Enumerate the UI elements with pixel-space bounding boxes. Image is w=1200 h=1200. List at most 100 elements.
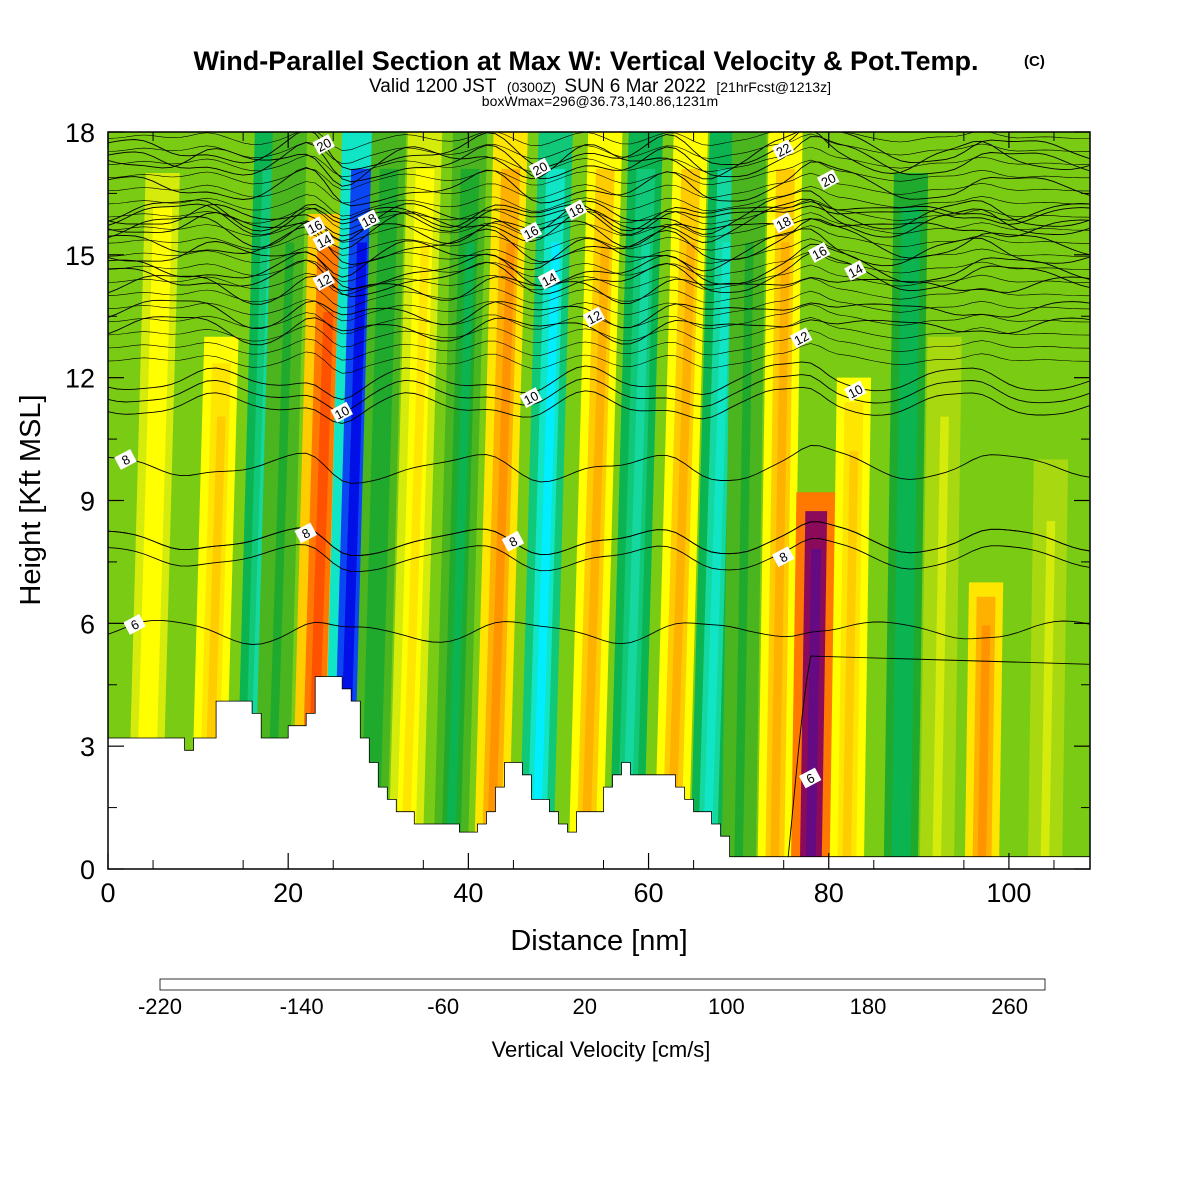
theta-contour-line	[108, 521, 1090, 556]
chart-title: Wind-Parallel Section at Max W: Vertical…	[194, 46, 979, 76]
svg-text:12: 12	[584, 307, 604, 327]
theta-contour-line	[108, 228, 1090, 278]
x-tick-label: 40	[453, 878, 483, 908]
svg-text:16: 16	[305, 217, 325, 237]
theta-contour-line	[108, 538, 1090, 573]
theta-contour-line	[108, 264, 1090, 296]
theta-contour-line	[108, 251, 1090, 282]
contour-label: 8	[771, 546, 795, 568]
svg-text:12: 12	[314, 271, 334, 291]
theta-contour-line	[108, 218, 1090, 266]
contour-label: 6	[798, 767, 822, 789]
velocity-band-peak	[364, 242, 394, 857]
theta-contour-line	[108, 199, 1090, 230]
colorbar-tick-label: 100	[708, 994, 745, 1019]
svg-text:10: 10	[332, 403, 352, 423]
contour-label: 8	[114, 449, 137, 470]
svg-text:20: 20	[530, 159, 550, 179]
velocity-band-peak	[770, 242, 790, 857]
velocity-band-peak	[666, 242, 696, 857]
theta-contour-line	[108, 136, 1090, 183]
colorbar-tick-label: 20	[573, 994, 597, 1019]
theta-contour-line	[787, 655, 1090, 857]
svg-text:12: 12	[792, 328, 812, 348]
contour-label: 12	[789, 327, 813, 348]
svg-text:22: 22	[774, 140, 794, 160]
theta-contour-line	[108, 199, 1090, 232]
svg-text:16: 16	[810, 243, 830, 263]
colorbar-tick-label: -140	[280, 994, 324, 1019]
velocity-band-peak	[842, 451, 859, 857]
contour-label: 16	[303, 216, 326, 237]
svg-text:10: 10	[521, 388, 541, 408]
theta-contour-line	[108, 361, 1090, 400]
theta-contour-line	[108, 277, 1090, 309]
contour-label: 10	[519, 387, 543, 408]
svg-text:20: 20	[314, 135, 334, 155]
contour-label: 20	[312, 134, 335, 155]
contour-label: 8	[294, 522, 317, 544]
colorbar-title: Vertical Velocity [cm/s]	[492, 1037, 711, 1062]
contour-label: 18	[564, 199, 588, 220]
theta-contour-line	[108, 198, 1090, 250]
x-tick-label: 60	[634, 878, 664, 908]
contour-label: 14	[844, 260, 867, 281]
theta-contour-line	[108, 132, 1090, 171]
velocity-band-peak	[1040, 520, 1056, 857]
colorbar-tick-label: -60	[427, 994, 459, 1019]
theta-contour-line	[108, 316, 1090, 348]
svg-text:10: 10	[846, 381, 866, 401]
colorbar-tick-label: 180	[850, 994, 887, 1019]
subtitle-forecast: [21hrFcst@1213z]	[716, 79, 831, 95]
copyright-mark: (C)	[1024, 53, 1045, 70]
theta-contour-line	[108, 619, 1090, 645]
contour-label: 20	[528, 157, 552, 179]
y-tick-label: 3	[80, 732, 95, 762]
velocity-band-peak	[977, 625, 991, 857]
theta-contours	[108, 132, 1090, 857]
theta-contour-line	[108, 316, 1090, 346]
theta-contour-line	[108, 216, 1090, 248]
contour-label: 10	[330, 401, 353, 423]
theta-contour-line	[108, 343, 1090, 374]
velocity-band-peak	[139, 277, 168, 857]
contour-label: 14	[537, 268, 561, 290]
contour-label: 22	[771, 139, 795, 160]
x-tick-label: 0	[100, 878, 115, 908]
contour-label: 16	[519, 221, 543, 243]
theta-contour-line	[108, 190, 1090, 242]
colorbar-tick-label: 260	[991, 994, 1028, 1019]
axis-ticks: 0 20 40 60 80 100 0 3 6 9 12 15 18	[65, 118, 1090, 908]
y-tick-label: 18	[65, 118, 95, 148]
theta-contour-line	[108, 161, 1090, 207]
velocity-band-peak	[265, 242, 295, 857]
contour-label: 20	[816, 169, 840, 190]
contour-label: 10	[844, 380, 867, 401]
theta-contour-line	[108, 172, 1090, 204]
velocity-band-peak	[896, 277, 916, 857]
theta-contour-line	[108, 386, 1090, 424]
theta-contour-line	[108, 212, 1090, 243]
contour-label: 6	[123, 614, 146, 635]
theta-contour-line	[108, 133, 1090, 165]
y-tick-label: 15	[65, 241, 95, 271]
theta-contour-line	[108, 330, 1090, 361]
contour-label: 18	[771, 212, 795, 233]
theta-contour-line	[108, 374, 1090, 412]
theta-contour-line	[108, 185, 1090, 217]
contour-label: 12	[312, 270, 335, 291]
theta-contour-line	[108, 132, 1090, 187]
velocity-band-peak	[734, 242, 754, 857]
x-axis-title: Distance [nm]	[510, 925, 687, 957]
y-axis-title: Height [Kft MSL]	[15, 394, 47, 605]
colorbar-tick-label: -220	[138, 994, 182, 1019]
contour-label: 12	[582, 306, 606, 327]
velocity-band-peak	[446, 242, 475, 857]
contour-label: 18	[357, 209, 381, 230]
x-tick-label: 20	[273, 878, 303, 908]
x-tick-label: 100	[986, 878, 1031, 908]
theta-contour-line	[108, 275, 1090, 305]
